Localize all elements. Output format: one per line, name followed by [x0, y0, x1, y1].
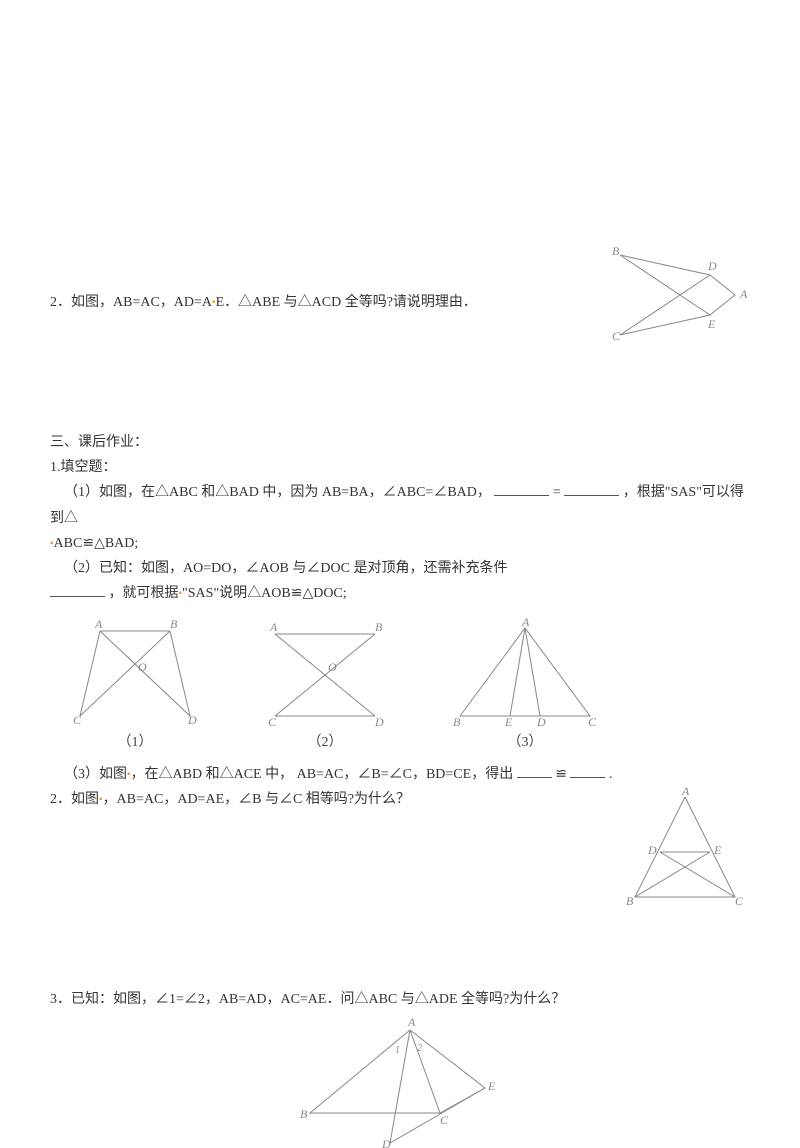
q1-1-c: ABC≌△BAD; [54, 536, 139, 551]
q2-text: 2．如图，AB=AC，AD=A▪E．△ABE 与△ACD 全等吗?请说明理由． [50, 240, 600, 315]
label-C: C [440, 1113, 449, 1127]
spacer [50, 907, 750, 987]
q1-3: （3）如图▪，在△ABD 和△ACE 中， AB=AC，∠B=∠C，BD=CE，… [50, 762, 750, 787]
label-B: B [300, 1107, 308, 1121]
q1-1-cont: ▪ABC≌△BAD; [50, 531, 750, 556]
label-A: A [521, 616, 530, 629]
label-A: A [94, 617, 103, 631]
blank [50, 582, 105, 597]
label-C: C [588, 715, 597, 726]
q2m-text: 2．如图▪，AB=AC，AD=AE，∠B 与∠C 相等吗?为什么？ [50, 787, 620, 812]
label-B: B [453, 715, 461, 726]
label-2: 2 [417, 1043, 422, 1054]
question-2-top: 2．如图，AB=AC，AD=A▪E．△ABE 与△ACD 全等吗?请说明理由． … [50, 240, 750, 350]
question-3: 3．已知：如图，∠1=∠2，AB=AD，AC=AE．问△ABC 与△ADE 全等… [50, 987, 750, 1012]
label-D: D [187, 713, 197, 726]
label-E: E [707, 317, 716, 331]
q3-figure-wrap: A B C D E 1 2 [50, 1018, 750, 1148]
blank [570, 763, 605, 778]
question-2-mid: 2．如图▪，AB=AC，AD=AE，∠B 与∠C 相等吗?为什么？ A D E … [50, 787, 750, 907]
q1-3-a: （3）如图 [64, 767, 127, 782]
q1-2: （2）已知：如图，AO=DO，∠AOB 与∠DOC 是对顶角，还需补充条件 [50, 556, 750, 581]
label-1: 1 [395, 1045, 400, 1056]
label-D: D [536, 715, 546, 726]
label-D: D [707, 259, 717, 273]
label-D: D [374, 715, 384, 726]
spacer [50, 40, 750, 240]
label-O: O [138, 660, 147, 674]
eq: = [553, 485, 561, 500]
q2-text-a: 2．如图，AB=AC，AD=A [50, 295, 212, 310]
blank [494, 481, 549, 496]
cong: ≌ [555, 767, 567, 782]
fig-q2-top: B D A E C [600, 240, 750, 350]
label-C: C [73, 713, 82, 726]
label-E: E [713, 843, 722, 857]
fig-q3: A B C D E 1 2 [290, 1018, 510, 1148]
figure-3: A B E D C （3） [450, 616, 600, 755]
label-C: C [268, 715, 277, 726]
figure-2: A B C D O （2） [260, 616, 390, 755]
figures-row: A B C D O （1） A B C D O （2） [70, 616, 750, 755]
blank [564, 481, 619, 496]
q1-title: 1.填空题： [50, 455, 750, 480]
blank [517, 763, 552, 778]
label-B: B [612, 244, 620, 258]
label-O: O [328, 660, 337, 674]
section-3-title: 三、课后作业： [50, 430, 750, 455]
label-B: B [170, 617, 178, 631]
label-B: B [626, 894, 634, 907]
fig3-label: （3） [508, 730, 543, 755]
q1-2-a: （2）已知：如图，AO=DO，∠AOB 与∠DOC 是对顶角，还需补充条件 [64, 561, 507, 576]
label-A: A [407, 1018, 416, 1029]
q2-text-b: E．△ABE 与△ACD 全等吗?请说明理由． [216, 295, 477, 310]
label-A: A [739, 287, 748, 301]
label-D: D [381, 1137, 391, 1148]
q2m-b: ，AB=AC，AD=AE，∠B 与∠C 相等吗?为什么？ [103, 792, 410, 807]
label-A: A [681, 787, 690, 798]
q2-figure: B D A E C [600, 240, 750, 350]
label-B: B [375, 620, 383, 634]
q1-3-c: . [609, 767, 613, 782]
fig2-label: （2） [308, 730, 343, 755]
q2m-a: 2．如图 [50, 792, 99, 807]
q3-text: 3．已知：如图，∠1=∠2，AB=AD，AC=AE．问△ABC 与△ADE 全等… [50, 992, 565, 1007]
q1-2-cont: ，就可根据▪"SAS"说明△AOB≌△DOC; [50, 581, 750, 606]
q2m-figure: A D E B C [620, 787, 750, 907]
label-E: E [504, 715, 513, 726]
q1-2-b: ，就可根据 [109, 586, 179, 601]
q1-1: （1）如图，在△ABC 和△BAD 中，因为 AB=BA，∠ABC=∠BAD， … [50, 480, 750, 530]
spacer [50, 350, 750, 430]
fig1-label: （1） [118, 730, 153, 755]
q1-1-a: （1）如图，在△ABC 和△BAD 中，因为 AB=BA，∠ABC=∠BAD， [64, 485, 491, 500]
label-C: C [735, 894, 744, 907]
label-E: E [487, 1079, 496, 1093]
page: 2．如图，AB=AC，AD=A▪E．△ABE 与△ACD 全等吗?请说明理由． … [0, 0, 800, 1132]
label-A: A [269, 620, 278, 634]
figure-1: A B C D O （1） [70, 616, 200, 755]
label-C: C [612, 329, 621, 343]
label-D: D [647, 843, 657, 857]
q1-2-c: "SAS"说明△AOB≌△DOC; [182, 586, 347, 601]
q1-3-b: ，在△ABD 和△ACE 中， AB=AC，∠B=∠C，BD=CE，得出 [131, 767, 514, 782]
